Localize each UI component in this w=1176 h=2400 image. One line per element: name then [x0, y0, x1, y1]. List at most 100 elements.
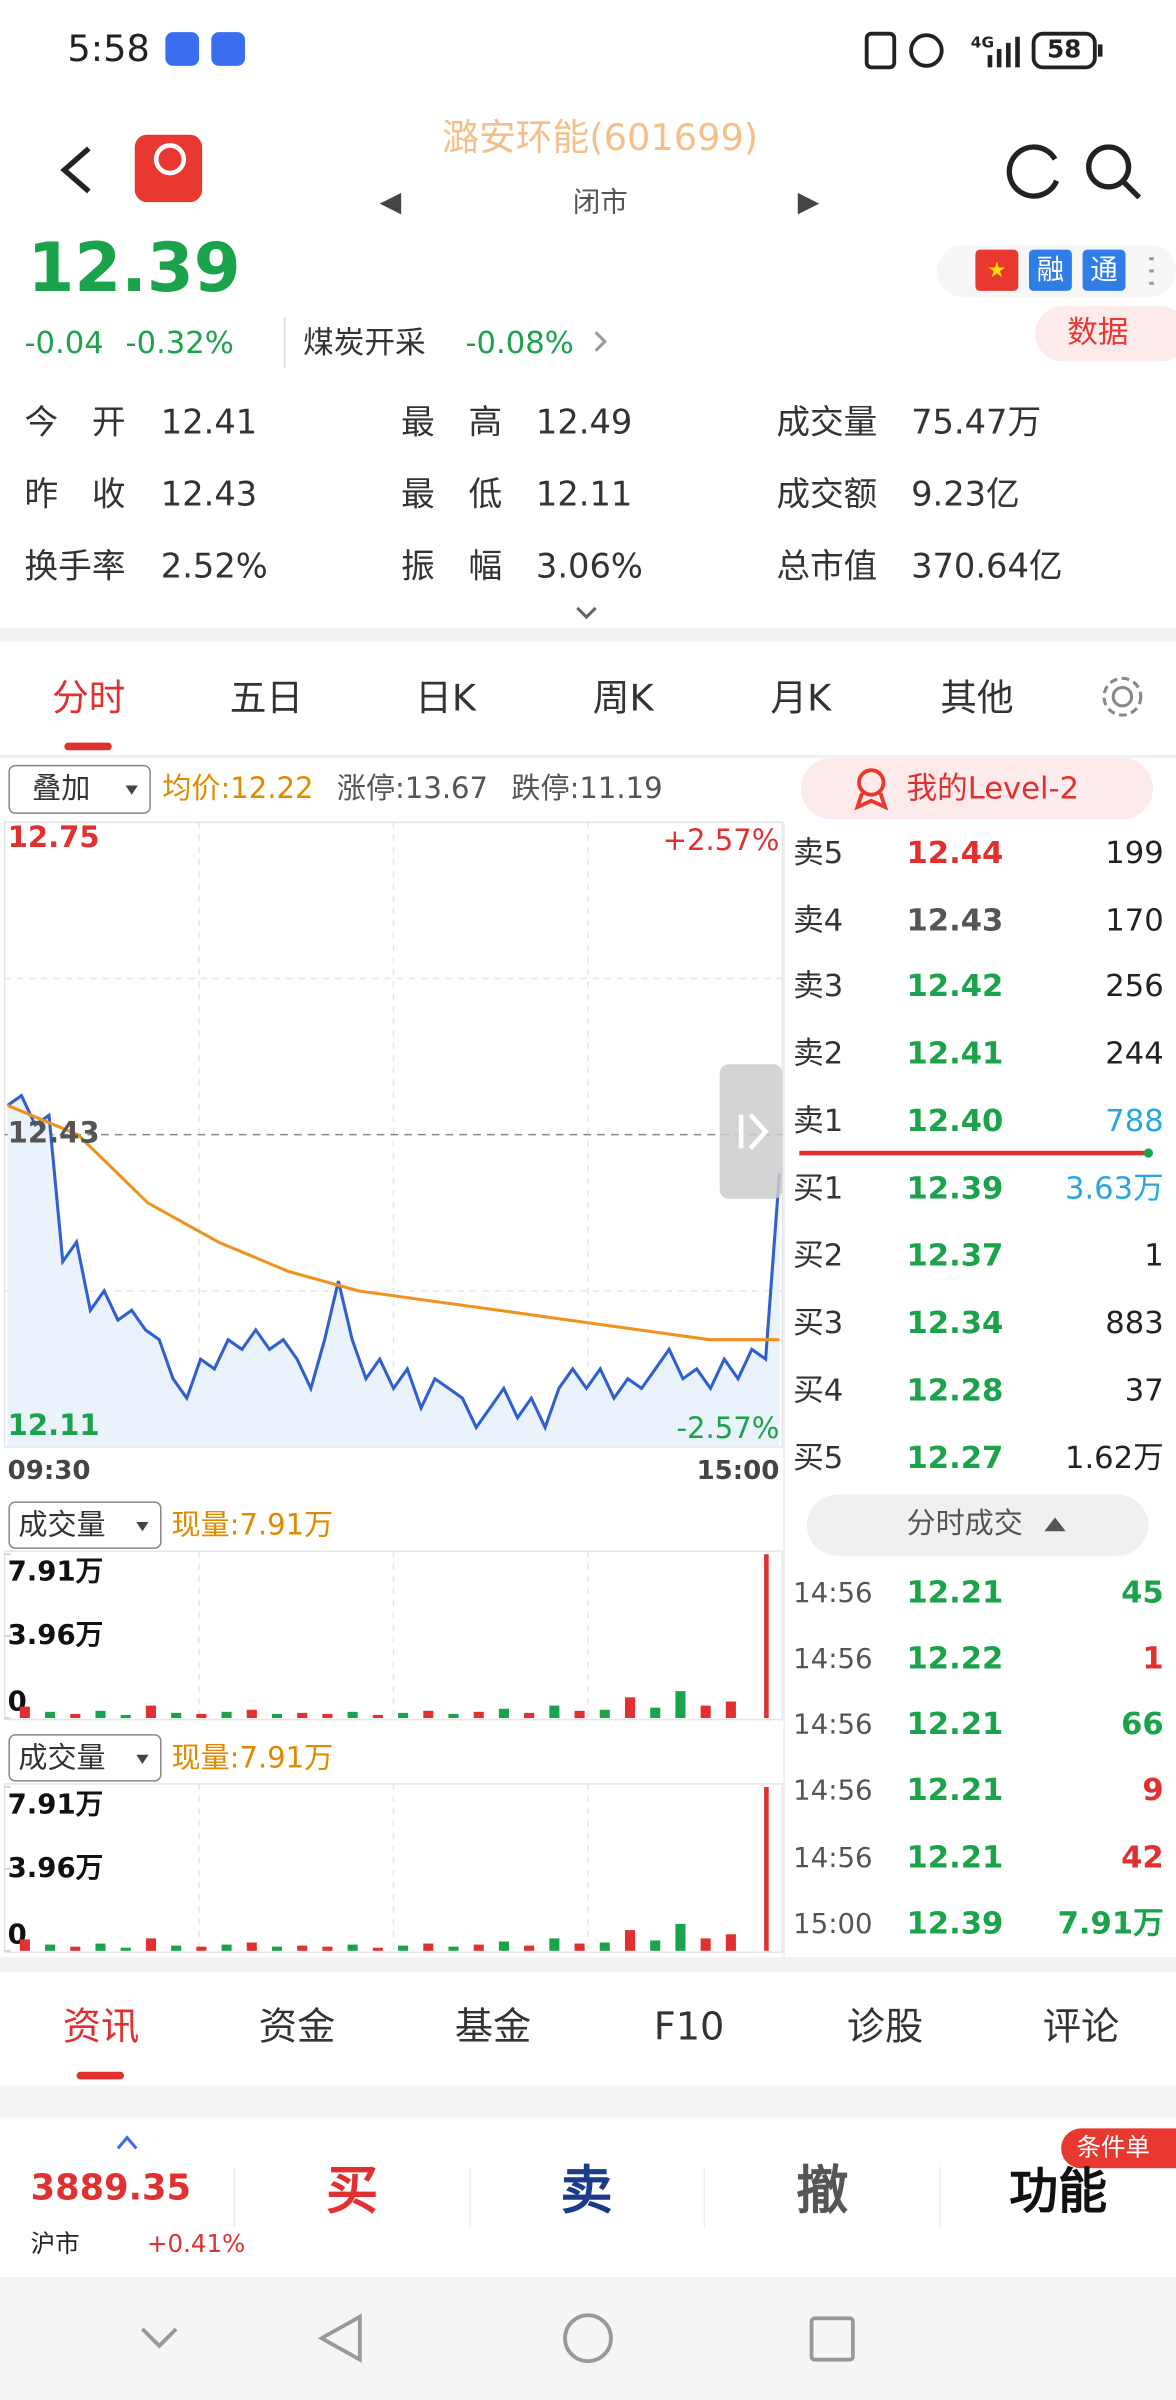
trade-price: 12.21	[906, 1840, 1003, 1875]
overlay-dropdown[interactable]	[8, 764, 151, 814]
expand-chevron[interactable]	[576, 606, 597, 620]
trade-price: 12.22	[906, 1641, 1003, 1676]
sector-arrow[interactable]	[594, 331, 608, 352]
stat-value: 370.64亿	[911, 547, 1063, 586]
back-button[interactable]	[60, 146, 91, 194]
limit-down: 跌停:11.19	[511, 771, 662, 805]
volume-bar	[764, 1554, 769, 1719]
volume-bar	[145, 1938, 156, 1951]
book-volume: 1.62万	[1065, 1441, 1164, 1476]
volume-selector[interactable]: 成交量	[18, 1508, 105, 1542]
flag-badge	[975, 249, 1019, 291]
volume-bar	[599, 1709, 610, 1719]
chart-handle-arrow	[738, 1113, 769, 1150]
bottom-tab[interactable]: 资金	[259, 2004, 336, 2049]
trades-caret	[1044, 1517, 1066, 1532]
volume-bar	[498, 1708, 509, 1719]
volume-bar	[221, 1944, 232, 1951]
tab[interactable]: 五日	[230, 676, 303, 719]
separator	[0, 1956, 1176, 1973]
function-button[interactable]: 功能	[1009, 2163, 1107, 2220]
bottom-tab[interactable]: 评论	[1043, 2004, 1120, 2049]
book-volume: 37	[1125, 1373, 1164, 1408]
bottom-tab[interactable]: 资讯	[63, 2004, 140, 2049]
book-volume: 1	[1144, 1239, 1163, 1274]
next-arrow[interactable]	[797, 192, 820, 215]
volume-bar	[700, 1938, 711, 1951]
volume-selector[interactable]: 成交量	[18, 1740, 105, 1774]
separator	[0, 2085, 1176, 2118]
prev-arrow[interactable]	[379, 192, 402, 215]
trade-time: 14:56	[793, 1775, 872, 1807]
x-end-label: 15:00	[697, 1456, 780, 1486]
trade-price: 12.21	[906, 1773, 1003, 1808]
book-price: 12.41	[906, 1037, 1003, 1072]
bottom-tab[interactable]: 诊股	[847, 2004, 924, 2049]
cancel-button[interactable]: 撤	[796, 2161, 848, 2221]
trades-toggle[interactable]	[806, 1494, 1149, 1556]
data-button[interactable]: 数据	[1067, 315, 1128, 350]
chart-handle[interactable]	[719, 1064, 783, 1199]
badge-text: 通	[1090, 254, 1118, 286]
level2-button[interactable]	[800, 757, 1154, 820]
volume-bar	[45, 1711, 56, 1719]
trade-volume: 1	[1142, 1641, 1163, 1676]
tab[interactable]: 其他	[940, 676, 1013, 719]
book-price: 12.37	[906, 1239, 1003, 1274]
sell-button[interactable]: 卖	[560, 2161, 612, 2221]
app-icon-glyph	[153, 143, 187, 176]
level2-label[interactable]: 我的Level-2	[906, 772, 1079, 807]
volume-bar	[297, 1945, 308, 1951]
search-button[interactable]	[1086, 144, 1142, 200]
index-caret[interactable]	[116, 2135, 138, 2150]
volume-bar	[297, 1712, 308, 1719]
trade-volume: 45	[1121, 1576, 1164, 1611]
volume-bar	[574, 1943, 585, 1951]
tab[interactable]: 周K	[593, 676, 655, 719]
book-price: 12.40	[906, 1104, 1003, 1139]
index-value[interactable]: 3889.35	[31, 2168, 191, 2209]
tab[interactable]: 日K	[415, 676, 477, 719]
volume-bar	[95, 1943, 106, 1951]
data-button-bg[interactable]	[1035, 306, 1176, 362]
volume-bar	[322, 1713, 333, 1719]
separator	[0, 627, 1176, 642]
refresh-button[interactable]	[1006, 144, 1060, 199]
book-volume: 256	[1105, 969, 1163, 1004]
status-icon	[211, 32, 246, 66]
settings-button[interactable]	[1102, 676, 1143, 717]
book-label: 买4	[793, 1373, 843, 1408]
nav-buttons[interactable]	[141, 2313, 855, 2364]
up-pct-label: +2.57%	[663, 823, 780, 857]
sector[interactable]: 煤炭开采	[303, 326, 425, 361]
tab[interactable]: 分时	[52, 676, 125, 719]
trade-price: 12.39	[906, 1906, 1003, 1941]
stat-value: 12.11	[536, 475, 632, 514]
trade-time: 15:00	[793, 1908, 872, 1940]
volume-bar	[725, 1701, 736, 1719]
volume-current: 现量:7.91万	[172, 1740, 334, 1774]
volume-bar	[120, 1714, 131, 1719]
volume-dropdown[interactable]	[8, 1734, 162, 1782]
avg-price-line	[7, 1103, 780, 1342]
volume-tick-label: 7.91万	[8, 1788, 104, 1820]
tab[interactable]: 月K	[770, 676, 832, 719]
trade-price: 12.21	[906, 1576, 1003, 1611]
book-volume: 883	[1105, 1306, 1163, 1341]
volume-tick-label: 7.91万	[8, 1556, 104, 1588]
stat-label: 昨 收	[25, 475, 126, 514]
book-label: 卖5	[793, 836, 843, 871]
bottom-tab[interactable]: F10	[654, 2004, 725, 2049]
volume-dropdown[interactable]	[8, 1501, 162, 1549]
volume-bar	[725, 1934, 736, 1951]
overlay-label[interactable]: 叠加	[32, 771, 90, 805]
volume-bar	[448, 1946, 459, 1951]
bottom-tab[interactable]: 基金	[455, 2004, 532, 2049]
volume-bar	[599, 1942, 610, 1951]
dropdown-caret	[136, 1522, 149, 1532]
dropdown-caret	[136, 1754, 149, 1764]
battery-level: 58	[1047, 35, 1081, 64]
buy-button[interactable]: 买	[326, 2161, 378, 2221]
trades-title[interactable]: 分时成交	[907, 1506, 1023, 1540]
